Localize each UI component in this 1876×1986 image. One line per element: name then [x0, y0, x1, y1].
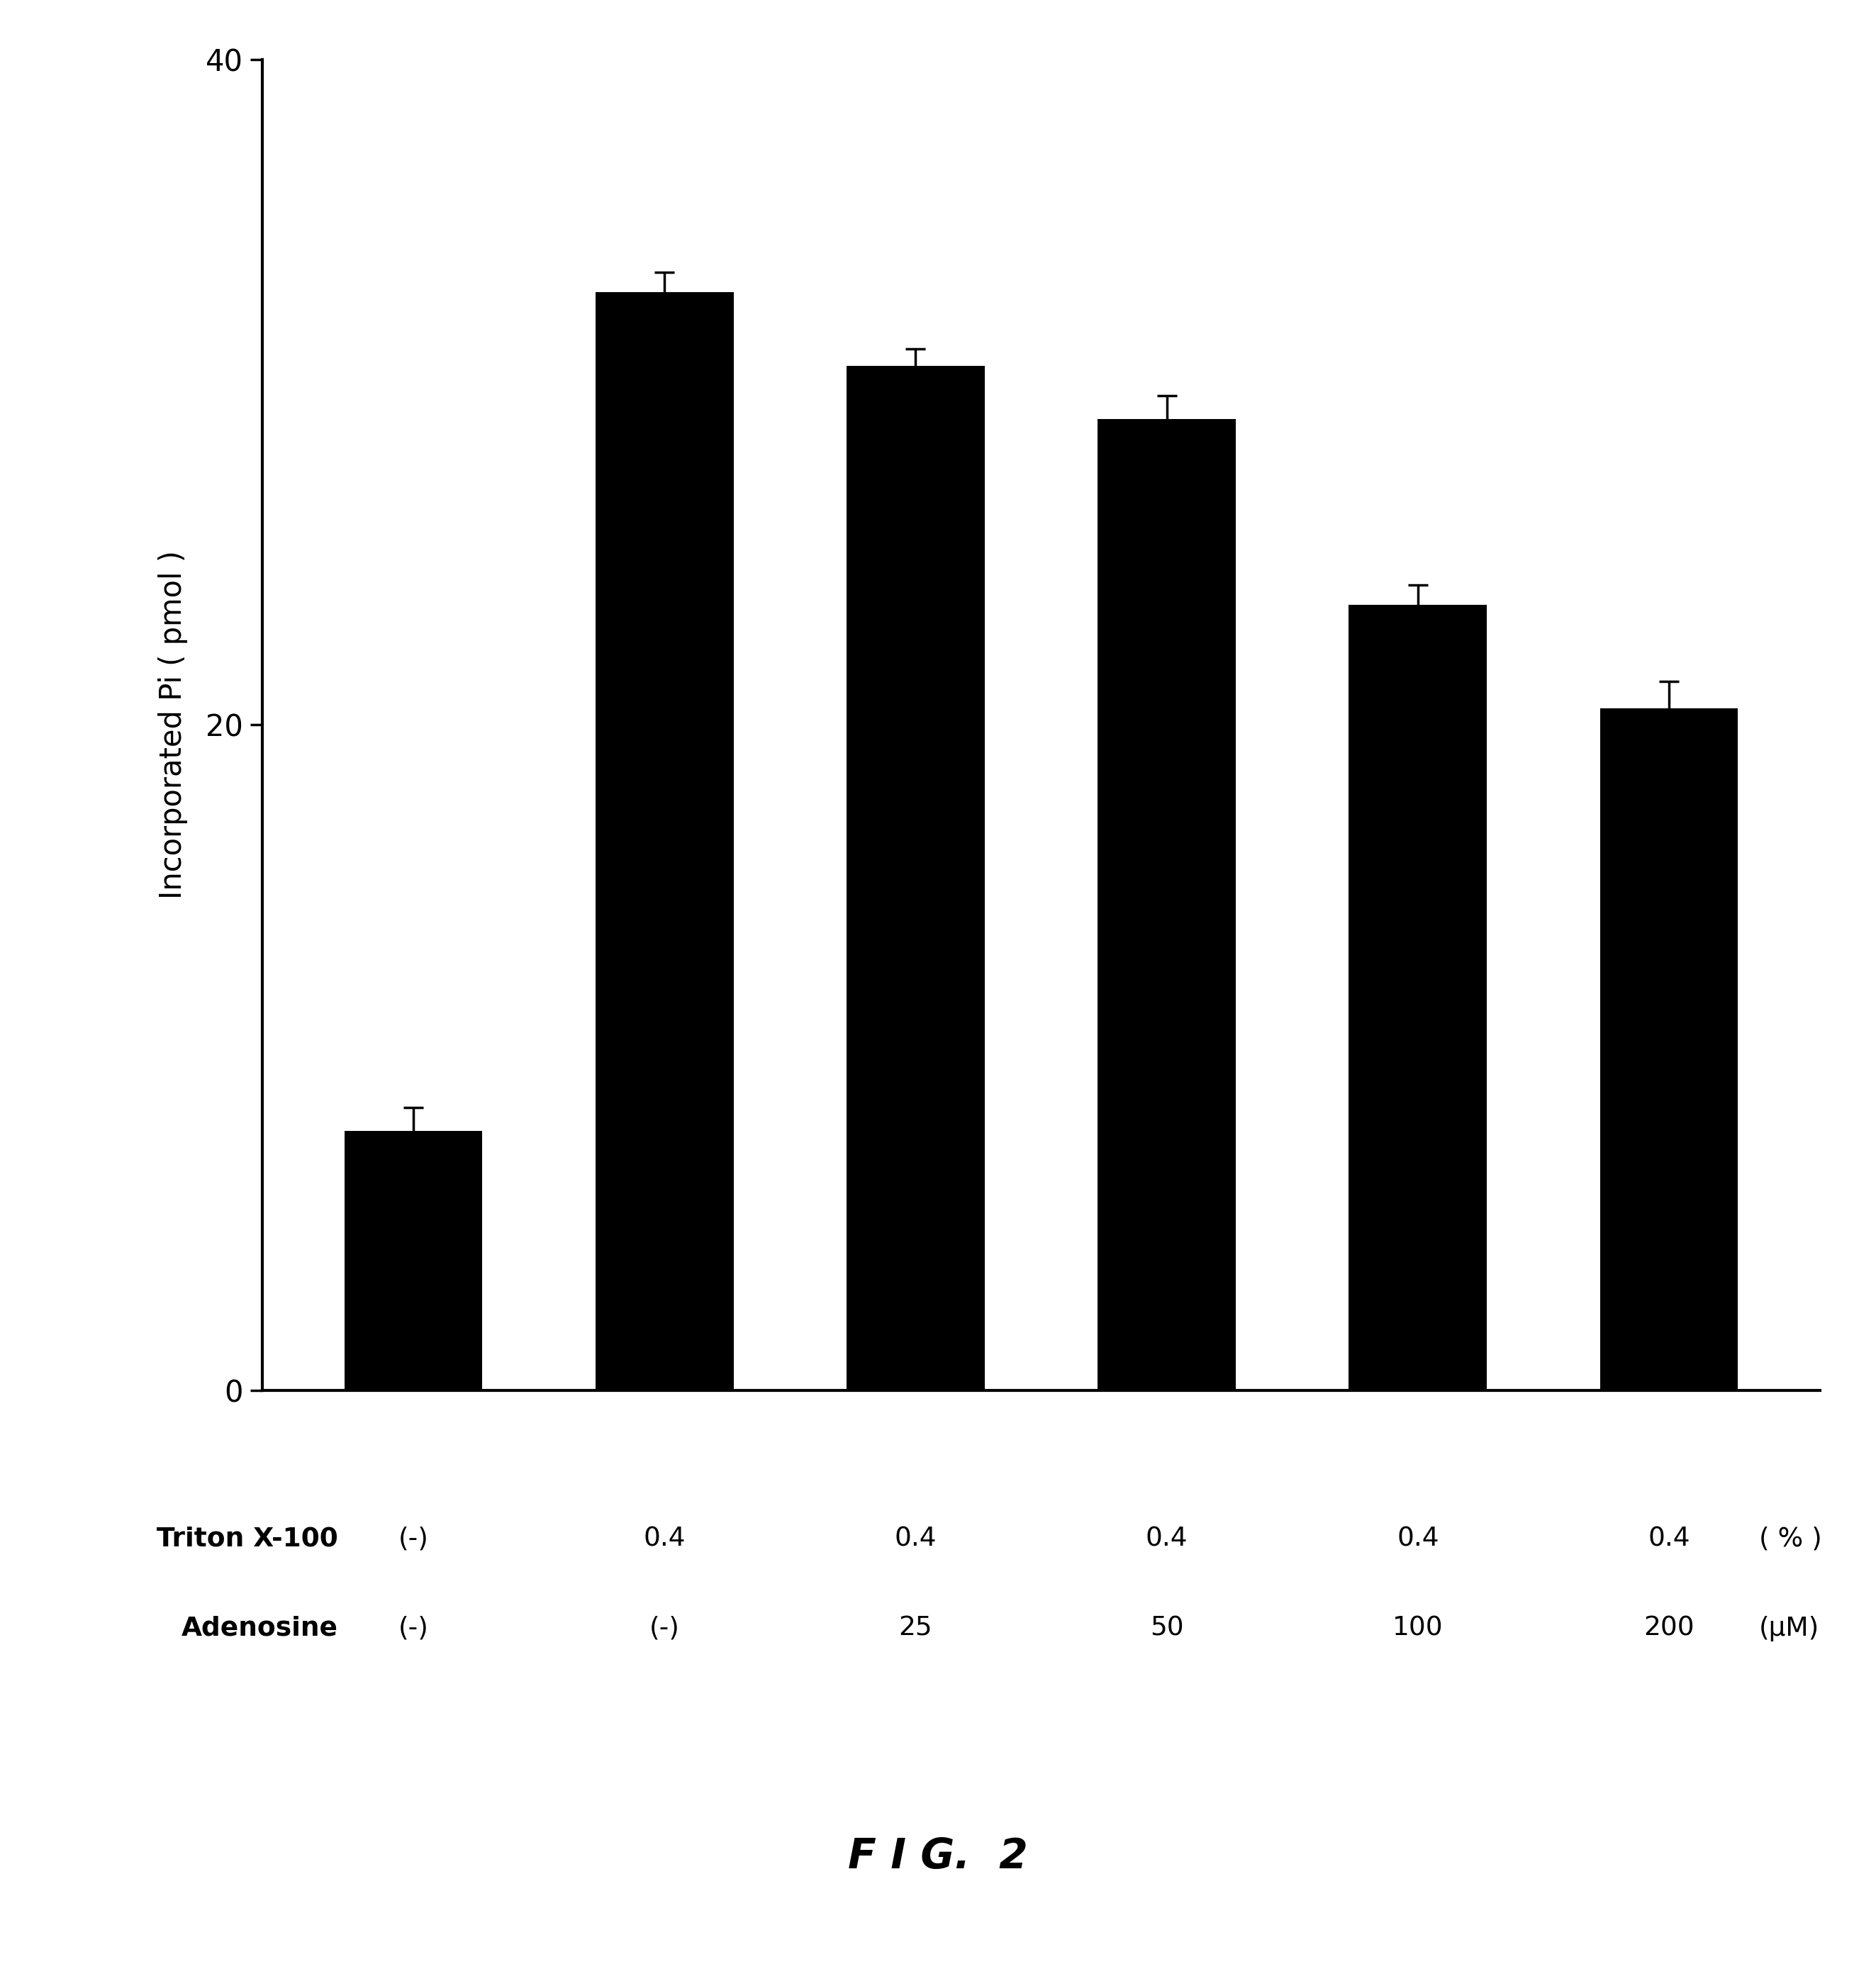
Bar [345, 1130, 482, 1390]
Text: 0.4: 0.4 [1398, 1527, 1439, 1551]
Text: (μM): (μM) [1760, 1617, 1820, 1640]
Bar [1097, 419, 1236, 1390]
Text: 50: 50 [1150, 1617, 1184, 1640]
Text: 25: 25 [899, 1617, 932, 1640]
Text: (-): (-) [398, 1617, 428, 1640]
Text: 0.4: 0.4 [643, 1527, 685, 1551]
Text: (-): (-) [649, 1617, 679, 1640]
Text: (-): (-) [398, 1527, 428, 1551]
Text: Adenosine: Adenosine [182, 1617, 338, 1640]
Bar [846, 365, 985, 1390]
Text: 200: 200 [1643, 1617, 1694, 1640]
Text: F I G.  2: F I G. 2 [848, 1837, 1028, 1877]
Text: 0.4: 0.4 [1647, 1527, 1690, 1551]
Bar [595, 292, 734, 1390]
Text: 0.4: 0.4 [895, 1527, 936, 1551]
Bar [1349, 606, 1488, 1390]
Text: 100: 100 [1392, 1617, 1443, 1640]
Bar [1600, 709, 1737, 1390]
Text: ( % ): ( % ) [1760, 1527, 1822, 1551]
Y-axis label: Incorporated Pi ( pmol ): Incorporated Pi ( pmol ) [158, 550, 188, 900]
Text: 0.4: 0.4 [1146, 1527, 1188, 1551]
Text: Triton X-100: Triton X-100 [158, 1527, 338, 1551]
